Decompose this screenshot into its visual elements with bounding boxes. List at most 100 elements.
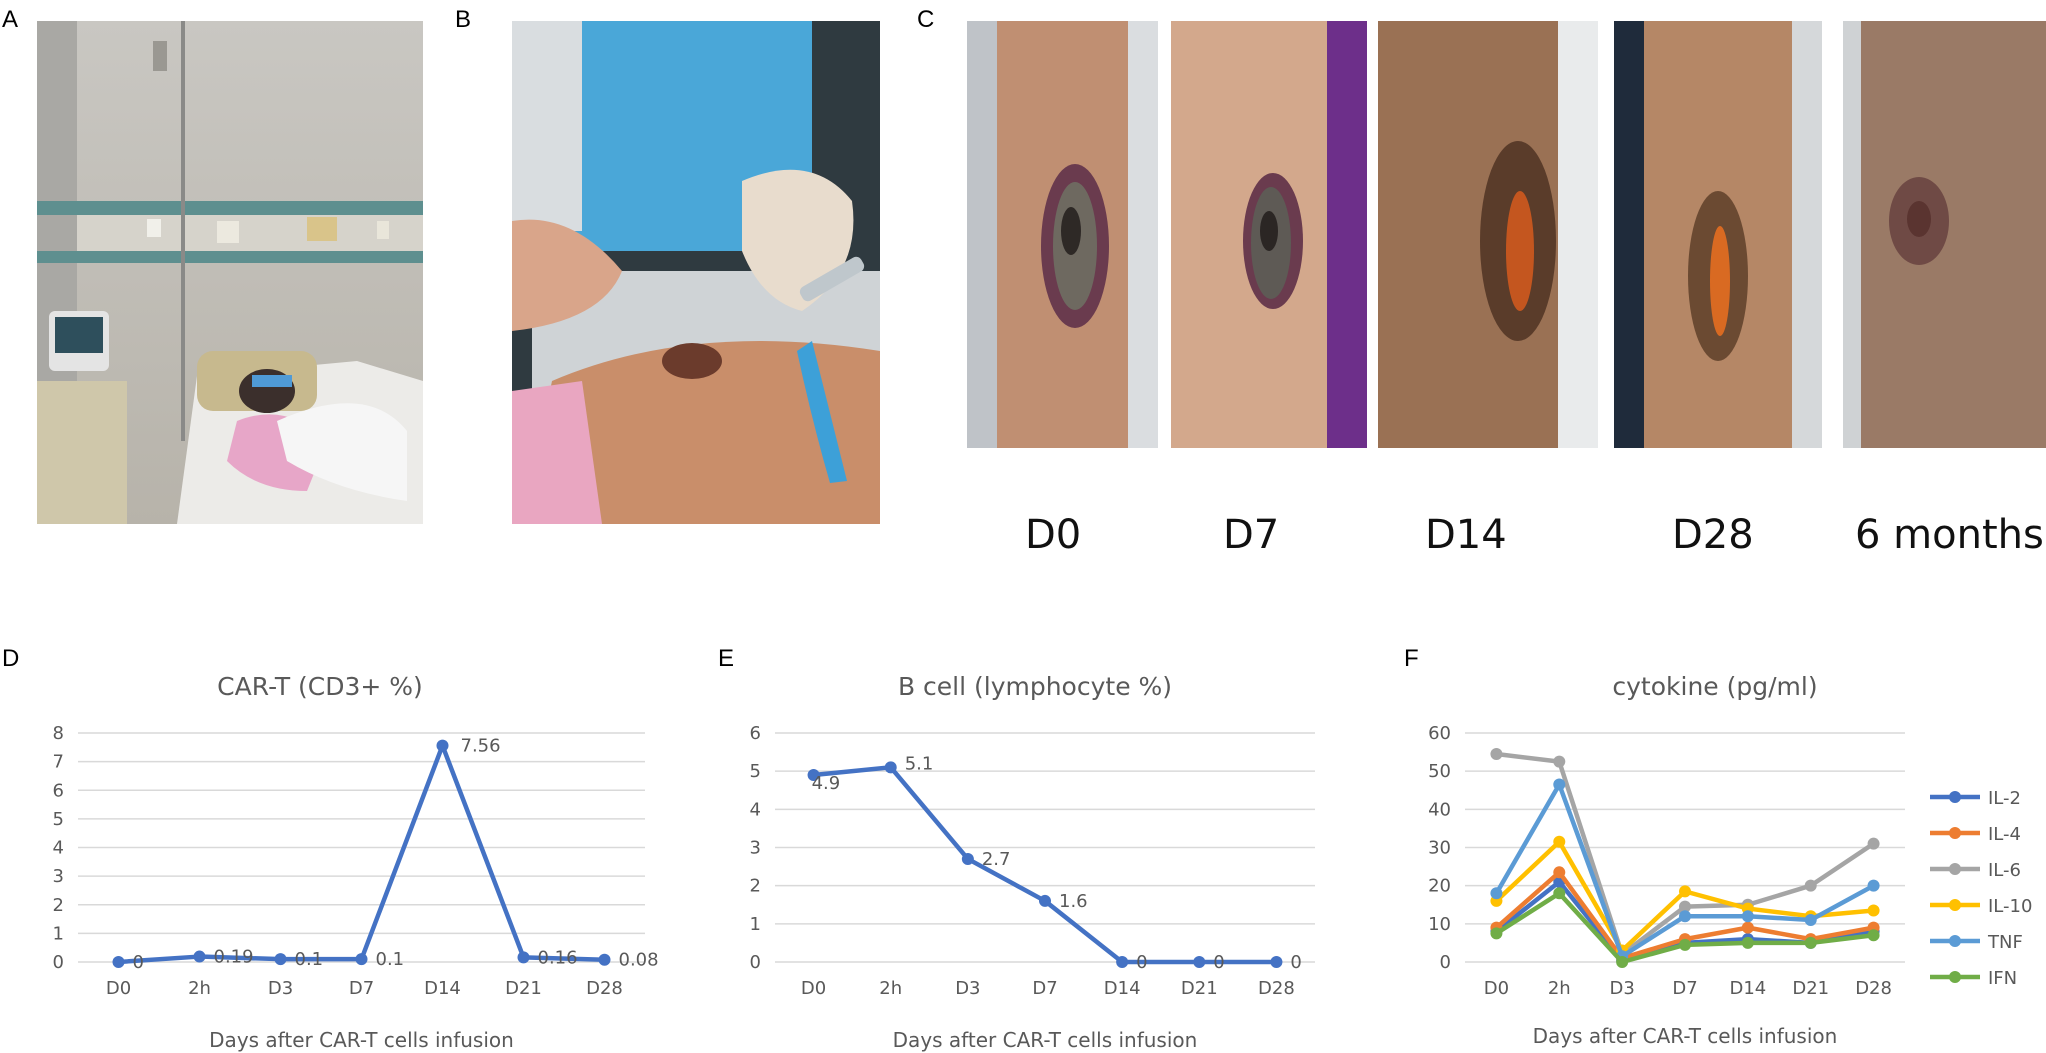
photo-wound-6-months <box>1843 21 2046 448</box>
data-point <box>1867 837 1880 850</box>
data-point <box>1867 929 1880 942</box>
data-point <box>355 953 368 966</box>
data-point <box>436 739 449 752</box>
panel-label-b: B <box>455 6 472 33</box>
data-point <box>1039 894 1051 907</box>
data-point <box>1116 956 1129 968</box>
data-point <box>1193 956 1206 968</box>
series-line <box>1494 782 1875 959</box>
data-point <box>1490 927 1503 940</box>
data-point <box>1553 866 1566 879</box>
x-tick-label: D14 <box>1729 978 1766 999</box>
y-tick-label: 0 <box>53 952 64 973</box>
x-tick-label: D7 <box>1032 978 1057 999</box>
data-point <box>1490 747 1503 760</box>
y-tick-label: 2 <box>53 895 64 916</box>
legend-label: IL-10 <box>1988 896 2032 917</box>
y-tick-label: 6 <box>53 780 64 801</box>
data-point <box>112 956 125 968</box>
data-point <box>1804 936 1817 949</box>
data-point <box>961 852 974 865</box>
data-label: 0.16 <box>538 947 578 968</box>
y-tick-label: 7 <box>53 752 64 773</box>
x-tick-label: D0 <box>106 978 131 999</box>
data-label: 0 <box>1213 952 1224 973</box>
data-point <box>1804 879 1817 892</box>
data-point <box>1616 956 1629 968</box>
chart-car-t: CAR-T (CD3+ %) 0 1 2 3 4 5 6 7 8 D0 2h D3 D7 D14 D21 D28… <box>53 672 659 1052</box>
data-point <box>1679 885 1691 898</box>
y-tick-label: 1 <box>53 923 64 944</box>
data-point <box>807 768 820 781</box>
y-tick-label: 8 <box>53 723 64 744</box>
y-tick-label: 20 <box>1428 876 1451 897</box>
legend-marker <box>1949 791 1961 803</box>
x-tick-label: D28 <box>1855 978 1892 999</box>
y-tick-label: 30 <box>1428 838 1451 859</box>
photo-wound-d0 <box>967 21 1158 448</box>
legend-label: IL-4 <box>1988 824 2021 845</box>
x-tick-label: D3 <box>1609 978 1634 999</box>
data-label: 2.7 <box>982 849 1011 870</box>
photo-label-d28: D28 <box>1672 512 1754 558</box>
data-point <box>1270 956 1283 968</box>
legend-label: TNF <box>1987 932 2023 953</box>
y-tick-label: 4 <box>750 799 761 820</box>
x-tick-label: D0 <box>801 978 826 999</box>
data-point <box>1867 879 1880 892</box>
data-point <box>1741 936 1754 949</box>
x-tick-label: 2h <box>1548 978 1571 999</box>
y-tick-label: 1 <box>750 914 761 935</box>
y-tick-label: 5 <box>750 761 761 782</box>
data-point <box>274 953 287 966</box>
data-label: 4.9 <box>812 773 841 794</box>
data-label: 1.6 <box>1059 891 1088 912</box>
chart-title: cytokine (pg/ml) <box>1612 672 1817 701</box>
x-axis-label: Days after CAR-T cells infusion <box>893 1028 1198 1052</box>
photo-wound-d28 <box>1614 21 1822 448</box>
data-label: 0 <box>1290 952 1301 973</box>
data-label: 0.1 <box>376 949 405 970</box>
y-tick-label: 60 <box>1428 723 1451 744</box>
photo-wound-procedure <box>512 21 880 524</box>
x-tick-label: 2h <box>188 978 211 999</box>
panel-label-f: F <box>1404 645 1419 672</box>
data-point <box>1553 887 1566 900</box>
data-point <box>884 761 897 774</box>
y-tick-label: 4 <box>53 838 64 859</box>
data-point <box>1741 921 1754 934</box>
x-axis-label: Days after CAR-T cells infusion <box>1533 1024 1838 1048</box>
x-tick-label: D21 <box>1792 978 1829 999</box>
x-tick-label: D14 <box>424 978 461 999</box>
data-label: 0.19 <box>214 947 254 968</box>
data-point <box>193 950 206 963</box>
data-label: 0.1 <box>295 949 324 970</box>
y-tick-label: 6 <box>750 723 761 744</box>
y-tick-label: 3 <box>750 838 761 859</box>
chart-title: CAR-T (CD3+ %) <box>217 672 423 701</box>
y-tick-label: 5 <box>53 809 64 830</box>
y-tick-label: 2 <box>750 876 761 897</box>
y-tick-label: 3 <box>53 866 64 887</box>
data-label: 0.08 <box>619 950 659 971</box>
x-tick-label: D7 <box>1672 978 1697 999</box>
data-point <box>1553 835 1566 848</box>
chart-b-cell: B cell (lymphocyte %) 0 1 2 3 4 5 6 D0 2h D3 D7 D14 D… <box>750 672 1315 1052</box>
x-tick-label: D3 <box>955 978 980 999</box>
photo-wound-d7 <box>1171 21 1367 448</box>
series-line <box>118 743 605 965</box>
data-point <box>1490 887 1503 900</box>
x-tick-label: D28 <box>586 978 623 999</box>
x-tick-label: D3 <box>268 978 293 999</box>
data-point <box>1679 900 1691 913</box>
x-tick-label: 2h <box>879 978 902 999</box>
x-tick-label: D21 <box>1181 978 1218 999</box>
x-tick-label: D14 <box>1104 978 1141 999</box>
legend-label: IFN <box>1988 968 2017 989</box>
chart-cytokine: cytokine (pg/ml) 0 10 20 30 40 50 60 D0 2h D3 D7 D14… <box>1428 672 2032 1048</box>
data-label: 5.1 <box>905 753 934 774</box>
data-label: 0 <box>133 952 144 973</box>
y-tick-label: 40 <box>1428 799 1451 820</box>
photo-wound-d14 <box>1378 21 1598 448</box>
panel-label-c: C <box>917 6 935 33</box>
